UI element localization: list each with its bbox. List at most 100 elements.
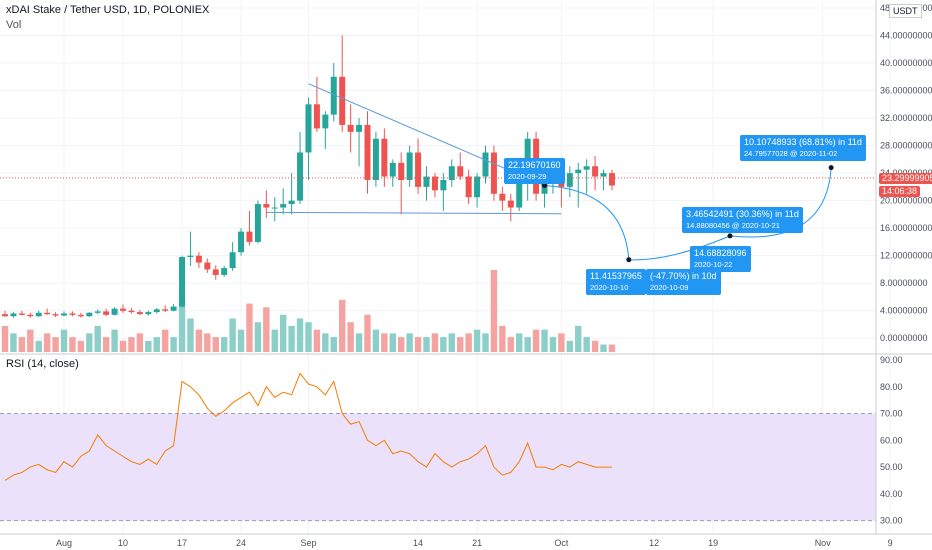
candle-body — [145, 312, 152, 315]
volume-bar — [27, 329, 34, 352]
price-tick: 28.00000000 — [880, 141, 932, 151]
rise2-line2: 24.79577028 @ 2020-11-02 — [744, 149, 838, 158]
volume-bar — [313, 329, 321, 352]
volume-bar — [18, 337, 26, 352]
candle-body — [423, 176, 430, 187]
candle-body — [305, 104, 312, 153]
candle-body — [406, 152, 413, 180]
volume-bar — [153, 337, 160, 352]
price-tick: 36.00000000 — [880, 86, 932, 96]
volume-bars — [1, 270, 616, 352]
projection-point — [727, 233, 733, 239]
candle-body — [389, 162, 396, 177]
candle-body — [153, 309, 160, 313]
price-tick: 8.00000000 — [880, 278, 928, 288]
price-tick: 20.00000000 — [880, 196, 932, 206]
candle-body — [431, 176, 438, 191]
price-tick: 0.00000000 — [880, 333, 928, 343]
candle-body — [111, 308, 118, 315]
candle-body — [179, 257, 186, 307]
volume-bar — [339, 299, 346, 352]
volume-bar — [52, 337, 59, 352]
rsi-tick: 80.00 — [880, 382, 903, 392]
candle-body — [27, 314, 34, 317]
drop-label: (-47.70%) in 10d 2020-10-09 — [646, 269, 721, 295]
low-date: 2020-10-10 — [590, 283, 629, 292]
price-tick: 40.00000000 — [880, 58, 932, 68]
time-tick: Sep — [300, 538, 316, 548]
drop-date: 2020-10-09 — [650, 283, 689, 292]
candle-body — [372, 138, 379, 180]
time-tick: 9 — [888, 538, 893, 548]
projection-path — [544, 167, 832, 261]
price-tick: 32.00000000 — [880, 113, 932, 123]
volume-bar — [10, 333, 17, 352]
volume-bar — [296, 318, 304, 352]
volume-bar — [102, 337, 110, 352]
candle-body — [330, 76, 337, 115]
rsi-tick: 30.00 — [880, 516, 903, 526]
candle-body — [238, 231, 245, 253]
volume-bar — [465, 333, 472, 352]
rsi-label: RSI (14, close) — [6, 358, 79, 370]
mid-date: 2020-10-22 — [694, 260, 733, 269]
candle-body — [94, 311, 101, 313]
volume-bar — [195, 329, 203, 352]
rsi-tick: 40.00 — [880, 489, 903, 499]
rsi-tick: 90.00 — [880, 355, 903, 365]
currency-badge[interactable]: USDT — [889, 4, 922, 18]
volume-bar — [575, 325, 582, 352]
candle-body — [457, 166, 464, 177]
volume-bar — [145, 340, 152, 352]
rise1-label: 3.46542491 (30.36%) in 11d 14.88080456 @… — [682, 207, 803, 233]
price-tick: 44.00000000 — [880, 31, 932, 41]
volume-bar — [566, 340, 574, 352]
volume-bar — [473, 329, 481, 352]
candle-body — [482, 152, 489, 177]
volume-bar — [482, 333, 489, 352]
volume-bar — [440, 337, 447, 352]
volume-bar — [187, 318, 194, 352]
candle-body — [69, 313, 76, 315]
rsi-tick: 70.00 — [880, 409, 903, 419]
candle-body — [524, 138, 531, 177]
projection-point — [828, 165, 834, 171]
rsi-tick: 50.00 — [880, 462, 903, 472]
rise1-line1: 3.46542491 (30.36%) in 11d — [686, 209, 799, 219]
candle-body — [44, 312, 51, 315]
volume-bar — [499, 325, 506, 352]
volume-bar — [583, 337, 590, 352]
volume-bar — [414, 337, 422, 352]
target-label: 22.19670160 2020-09-29 — [504, 158, 565, 184]
volume-bar — [532, 329, 540, 352]
candle-body — [448, 166, 455, 180]
candle-body — [313, 104, 320, 129]
volume-bar — [279, 314, 287, 352]
rsi-tick: 60.00 — [880, 435, 903, 445]
volume-bar — [136, 333, 144, 352]
volume-bar — [204, 333, 211, 352]
price-tick: 4.00000000 — [880, 306, 928, 316]
volume-bar — [128, 337, 135, 352]
candle-body — [507, 200, 514, 208]
time-tick: Aug — [56, 538, 72, 548]
candle-body — [170, 306, 177, 311]
projection-point — [626, 257, 632, 263]
volume-bar — [541, 329, 548, 352]
volume-bar — [94, 325, 101, 352]
volume-bar — [347, 322, 354, 352]
candle-body — [2, 314, 8, 317]
volume-bar — [212, 337, 219, 352]
candle-body — [566, 173, 573, 187]
volume-bar — [322, 333, 329, 352]
volume-bar — [60, 329, 68, 352]
candle-body — [195, 255, 202, 263]
candle-body — [600, 173, 607, 177]
time-tick: 19 — [708, 538, 718, 548]
candle-body — [254, 204, 261, 242]
candle-body — [297, 152, 304, 201]
candle-body — [322, 114, 329, 129]
time-tick: 10 — [118, 538, 128, 548]
time-tick: Oct — [554, 538, 569, 548]
